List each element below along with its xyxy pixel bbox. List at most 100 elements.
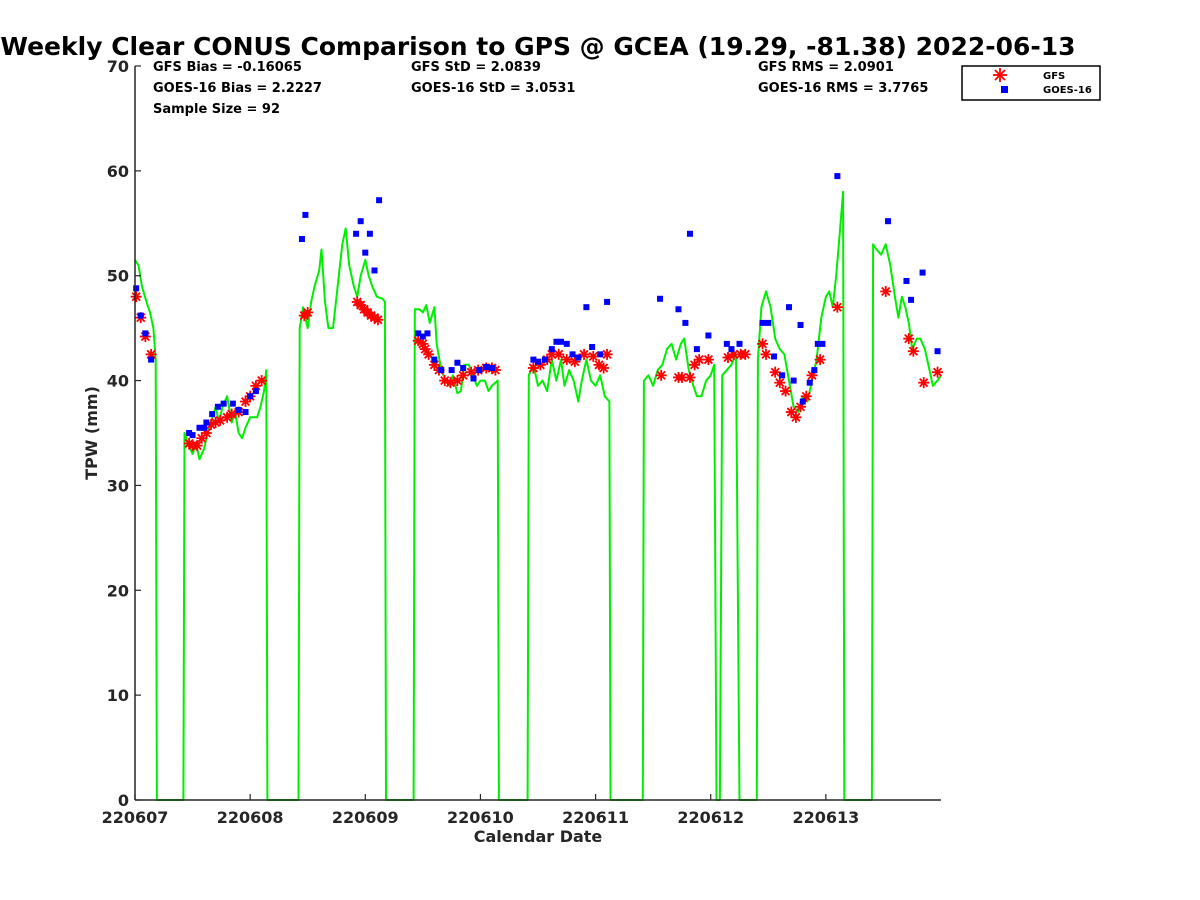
goes-point (541, 356, 548, 363)
goes-point (558, 338, 565, 345)
y-tick-label: 40 (107, 372, 129, 391)
goes-point (203, 419, 210, 426)
gfs-point (907, 345, 919, 357)
goes-point (201, 424, 208, 431)
goes-point (424, 330, 431, 337)
goes-point (186, 430, 193, 436)
goes-point (675, 306, 682, 313)
gfs-bias-stat: GFS Bias = -0.16065 (153, 60, 302, 75)
legend-gfs-label: GFS (1043, 71, 1065, 82)
legend-gfs-marker (993, 68, 1007, 82)
goes-point (419, 333, 426, 340)
goes-point (431, 356, 438, 363)
gfs-point (684, 371, 696, 383)
gfs-point (423, 348, 435, 360)
goes-point (790, 377, 797, 384)
gfs-point (676, 371, 688, 383)
goes-point (415, 330, 422, 337)
goes-point (563, 340, 570, 347)
goes-point (589, 344, 596, 351)
y-tick-label: 20 (107, 581, 129, 600)
goes-point (682, 319, 689, 326)
goes-point (376, 197, 383, 204)
legend-goes-label: GOES-16 (1043, 85, 1092, 96)
goes-point (448, 367, 455, 374)
goes-point (811, 367, 818, 374)
goes-point (819, 340, 826, 347)
goes-point (553, 338, 560, 345)
legend-box (961, 65, 1101, 101)
goes-point (885, 218, 892, 225)
y-tick-label: 30 (107, 476, 129, 495)
goes-point (597, 351, 604, 358)
gfs-point (196, 432, 208, 444)
gfs-point (372, 314, 384, 326)
y-tick-label: 70 (107, 57, 129, 76)
goes-point (723, 340, 730, 347)
goes-point (779, 372, 786, 379)
goes-point (806, 379, 813, 386)
gfs-point (814, 354, 826, 366)
legend-goes-marker (1001, 86, 1008, 93)
goes-point (488, 364, 495, 371)
y-tick-label: 0 (118, 791, 129, 810)
gfs-point (932, 366, 944, 378)
y-tick-label: 60 (107, 162, 129, 181)
gfs-point (903, 333, 915, 345)
gfs-point (655, 369, 667, 381)
x-tick-label: 220609 (332, 808, 399, 827)
goes-point (476, 367, 483, 374)
goes-point (353, 230, 360, 237)
gfs-point (578, 348, 590, 360)
legend: GFS GOES-16 (961, 65, 1101, 101)
goes-point (583, 304, 590, 311)
x-tick-label: 220611 (562, 808, 629, 827)
goes-bias-stat: GOES-16 Bias = 2.2227 (153, 81, 322, 96)
goes-point (765, 319, 772, 326)
goes-point (298, 236, 305, 243)
goes-point (137, 312, 144, 319)
goes-point (302, 211, 309, 218)
x-tick-label: 220608 (217, 808, 284, 827)
goes-point (797, 321, 804, 328)
goes-point (366, 230, 373, 237)
goes-point (252, 388, 259, 395)
gfs-point (780, 385, 792, 397)
gfs-series (130, 285, 944, 452)
goes-point (657, 295, 664, 302)
gfs-point (790, 411, 802, 423)
gfs-point (191, 440, 203, 452)
gfs-point (693, 354, 705, 366)
gfs-point (702, 354, 714, 366)
gfs-point (130, 291, 142, 303)
gfs-point (918, 377, 930, 389)
gfs-point (302, 306, 314, 318)
goes-point (133, 285, 140, 292)
goes-series (133, 173, 941, 439)
goes-point (148, 356, 155, 363)
goes-point (247, 393, 254, 400)
gfs-point (553, 348, 565, 360)
goes-point (799, 398, 806, 405)
goes-point (548, 346, 555, 353)
goes-std-stat: GOES-16 StD = 3.0531 (411, 81, 575, 96)
goes-point (934, 348, 941, 355)
goes-point (705, 332, 712, 339)
gps-series (134, 190, 942, 801)
y-axis-label: TPW (mm) (82, 386, 101, 480)
gfs-point (880, 285, 892, 297)
x-axis-label: Calendar Date (474, 827, 603, 846)
goes-point (483, 363, 490, 370)
goes-point (686, 230, 693, 237)
x-tick-label: 220613 (792, 808, 859, 827)
goes-point (438, 367, 445, 374)
goes-point (903, 277, 910, 284)
gfs-std-stat: GFS StD = 2.0839 (411, 60, 541, 75)
goes-point (235, 406, 242, 413)
gfs-point (831, 301, 843, 313)
y-tick-label: 50 (107, 267, 129, 286)
goes-point (786, 304, 793, 311)
gfs-point (256, 375, 268, 387)
gfs-point (785, 406, 797, 418)
